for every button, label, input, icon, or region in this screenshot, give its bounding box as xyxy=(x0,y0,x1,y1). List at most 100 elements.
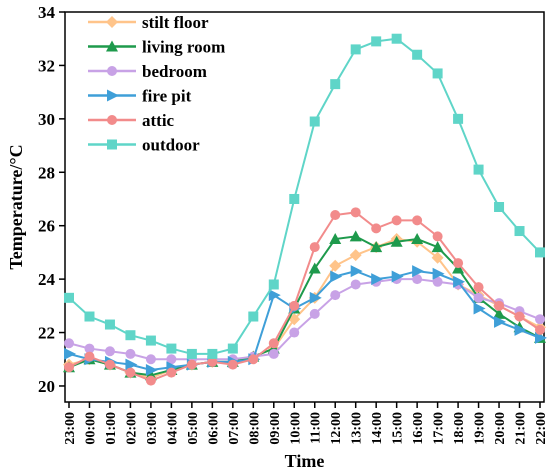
data-point xyxy=(412,265,425,278)
x-tick-label: 01:00 xyxy=(104,412,119,445)
data-point xyxy=(535,314,545,325)
data-point xyxy=(431,251,444,264)
data-point xyxy=(391,215,402,226)
data-point xyxy=(104,359,115,370)
data-point xyxy=(84,311,95,322)
data-point xyxy=(186,348,197,359)
data-point xyxy=(207,348,218,359)
x-tick-label: 20:00 xyxy=(493,412,508,445)
x-tick-label: 22:00 xyxy=(534,412,549,445)
data-point xyxy=(371,223,382,234)
y-tick-label: 20 xyxy=(38,377,55,396)
x-tick-label: 07:00 xyxy=(227,412,242,445)
x-tick-label: 17:00 xyxy=(432,412,447,445)
legend-swatch-marker xyxy=(106,40,118,52)
legend-label: fire pit xyxy=(142,87,192,106)
data-point xyxy=(125,367,136,378)
legend-label: stilt floor xyxy=(142,13,209,32)
data-point xyxy=(493,307,506,319)
data-point xyxy=(514,226,525,237)
y-tick-label: 30 xyxy=(38,110,55,129)
data-point xyxy=(371,273,384,286)
y-axis-title: Temperature/°C xyxy=(6,144,26,269)
data-point xyxy=(412,215,423,226)
legend: stilt floor living room bedroom fire pit att… xyxy=(88,13,225,155)
x-tick-label: 10:00 xyxy=(288,412,303,445)
data-point xyxy=(432,68,443,79)
data-point xyxy=(391,33,402,44)
x-tick-label: 05:00 xyxy=(186,412,201,445)
data-point xyxy=(289,193,300,204)
x-tick-label: 11:00 xyxy=(309,412,324,444)
data-point xyxy=(64,338,74,349)
data-point xyxy=(84,343,95,354)
data-point xyxy=(473,302,486,315)
data-point xyxy=(371,36,382,47)
legend-swatch-marker xyxy=(107,66,117,76)
legend-swatch-marker xyxy=(106,16,118,28)
data-point xyxy=(350,44,361,55)
x-tick-label: 23:00 xyxy=(63,412,78,445)
data-point xyxy=(412,274,423,285)
x-axis-title: Time xyxy=(285,451,325,471)
data-point xyxy=(330,79,341,90)
data-point xyxy=(349,230,362,242)
data-point xyxy=(268,289,281,302)
data-point xyxy=(473,292,484,303)
data-point xyxy=(412,49,423,60)
legend-item: attic xyxy=(88,111,175,130)
legend-item: living room xyxy=(88,38,225,57)
data-point xyxy=(514,311,525,322)
data-point xyxy=(330,270,343,283)
series-stilt-floor xyxy=(63,233,546,384)
y-tick-label: 32 xyxy=(38,56,55,75)
x-tick-label: 03:00 xyxy=(145,412,160,445)
data-point xyxy=(453,113,464,124)
x-tick-label: 15:00 xyxy=(391,412,406,445)
x-tick-label: 18:00 xyxy=(452,412,467,445)
data-point xyxy=(207,356,218,367)
x-tick-label: 12:00 xyxy=(329,412,344,445)
legend-label: bedroom xyxy=(142,62,207,81)
data-point xyxy=(350,279,361,290)
data-point xyxy=(84,351,95,362)
data-point xyxy=(473,282,484,293)
x-tick-label: 09:00 xyxy=(268,412,283,445)
data-point xyxy=(535,331,547,344)
data-point xyxy=(350,207,361,218)
data-point xyxy=(104,319,115,330)
legend-swatch-marker xyxy=(107,139,117,150)
series-line xyxy=(68,37,541,355)
legend-label: living room xyxy=(142,38,225,57)
data-point xyxy=(145,354,156,365)
x-tick-label: 16:00 xyxy=(411,412,426,445)
data-point xyxy=(330,210,341,221)
data-point xyxy=(535,247,545,258)
legend-swatch-marker xyxy=(107,115,117,125)
data-point xyxy=(329,233,342,245)
plot-frame xyxy=(64,11,545,403)
data-point xyxy=(125,330,136,341)
data-point xyxy=(350,265,363,278)
data-point xyxy=(145,363,158,376)
data-point xyxy=(64,362,74,373)
data-point xyxy=(411,233,424,245)
data-point xyxy=(431,241,444,253)
data-point xyxy=(391,270,404,283)
x-tick-label: 21:00 xyxy=(514,412,529,445)
series-living-room xyxy=(63,230,546,381)
legend-item: bedroom xyxy=(88,62,207,81)
data-point xyxy=(248,311,259,322)
data-point xyxy=(349,249,362,262)
data-point xyxy=(432,276,443,287)
data-point xyxy=(227,343,238,354)
data-point xyxy=(453,275,466,288)
x-tick-label: 13:00 xyxy=(350,412,365,445)
data-point xyxy=(309,116,320,127)
data-point xyxy=(145,375,156,386)
data-point xyxy=(125,358,138,371)
x-tick-label: 00:00 xyxy=(83,412,98,445)
data-point xyxy=(309,242,320,253)
data-point xyxy=(186,359,197,370)
